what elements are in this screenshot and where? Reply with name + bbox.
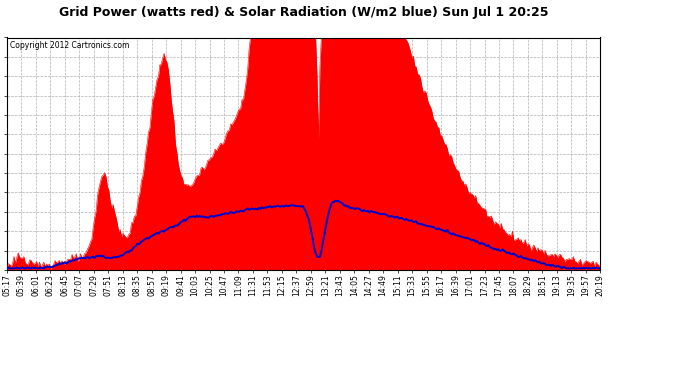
Text: Copyright 2012 Cartronics.com: Copyright 2012 Cartronics.com xyxy=(10,41,129,50)
Text: Grid Power (watts red) & Solar Radiation (W/m2 blue) Sun Jul 1 20:25: Grid Power (watts red) & Solar Radiation… xyxy=(59,6,549,19)
